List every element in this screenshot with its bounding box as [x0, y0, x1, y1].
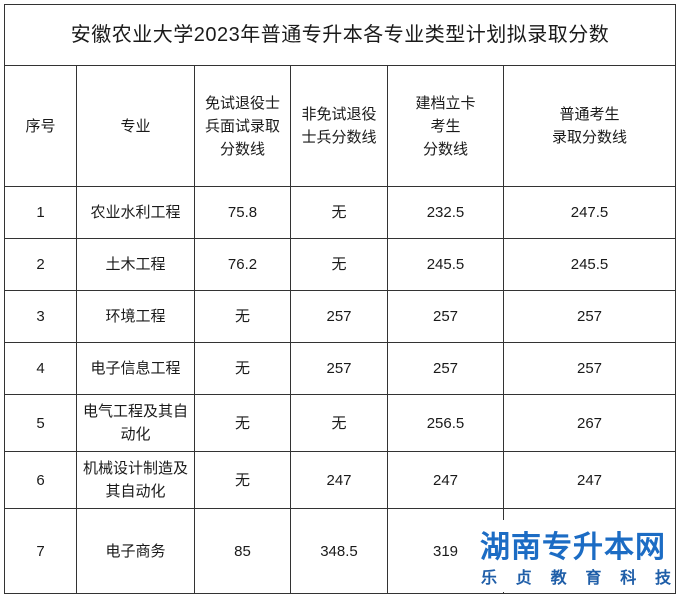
cell-seq: 2: [4, 238, 77, 291]
header-exempt-veteran: 免试退役士 兵面试录取 分数线: [194, 65, 291, 187]
header-nonexempt-line1: 非免试退役: [301, 106, 377, 123]
cell-nonexempt: 257: [290, 342, 388, 395]
watermark-char: 技: [654, 568, 671, 587]
cell-major: 机械设计制造及 其自动化: [76, 451, 195, 509]
watermark-subtitle: 乐 贞 教 育 科 技: [481, 564, 671, 588]
cell-seq: 3: [4, 290, 77, 343]
cell-exempt: 无: [194, 342, 291, 395]
cell-poverty: 256.5: [387, 394, 504, 452]
table-row: 2 土木工程 76.2 无 245.5 245.5: [4, 238, 677, 291]
header-poverty-line3: 分数线: [422, 140, 468, 158]
cell-major-line2: 其自动化: [105, 483, 166, 500]
header-general: 普通考生 录取分数线: [502, 65, 677, 187]
cell-poverty: 232.5: [387, 186, 504, 239]
cell-major-line1: 农业水利工程: [90, 204, 181, 221]
header-poverty-line2: 考生: [430, 117, 461, 135]
cell-major-line1: 土木工程: [105, 256, 166, 273]
watermark-char: 教: [550, 568, 567, 587]
score-table-container: 安徽农业大学2023年普通专升本各专业类型计划拟录取分数 序号 专业 免试退役士…: [3, 4, 677, 594]
cell-major: 环境工程: [76, 290, 195, 343]
watermark-char: 贞: [515, 568, 532, 587]
cell-exempt: 无: [194, 394, 291, 452]
cell-major: 电子信息工程: [76, 342, 195, 395]
cell-major: 电气工程及其自 动化: [76, 394, 195, 452]
table-row: 5 电气工程及其自 动化 无 无 256.5 267: [4, 394, 677, 452]
header-nonexempt-veteran: 非免试退役 士兵分数线: [290, 65, 388, 187]
cell-nonexempt: 无: [290, 394, 388, 452]
cell-poverty: 245.5: [387, 238, 504, 291]
table-row: 3 环境工程 无 257 257 257: [4, 290, 677, 343]
cell-major-line1: 机械设计制造及: [82, 460, 188, 477]
header-seq: 序号: [4, 65, 77, 187]
header-poverty-file: 建档立卡 考生 分数线: [387, 65, 504, 187]
cell-major-line1: 电气工程及其自: [82, 403, 188, 420]
table-row: 4 电子信息工程 无 257 257 257: [4, 342, 677, 395]
table-row: 6 机械设计制造及 其自动化 无 247 247 247: [4, 451, 677, 509]
cell-poverty: 257: [387, 342, 504, 395]
cell-seq: 5: [4, 394, 77, 452]
header-row: 序号 专业 免试退役士 兵面试录取 分数线 非免试退役 士兵分数线 建档立卡 考…: [4, 65, 677, 187]
watermark-char: 乐: [481, 568, 498, 587]
header-exempt-line3: 分数线: [219, 140, 265, 158]
watermark-title: 湖南专升本网: [480, 530, 666, 565]
cell-exempt: 75.8: [194, 186, 291, 239]
table-title: 安徽农业大学2023年普通专升本各专业类型计划拟录取分数: [3, 4, 677, 66]
cell-general: 247.5: [502, 186, 677, 239]
header-poverty-line1: 建档立卡: [415, 94, 476, 112]
header-nonexempt-line2: 士兵分数线: [301, 129, 377, 146]
cell-poverty: 247: [387, 451, 504, 509]
cell-exempt: 85: [194, 508, 291, 594]
cell-general: 247: [502, 451, 677, 509]
cell-nonexempt: 257: [290, 290, 388, 343]
cell-nonexempt: 348.5: [290, 508, 388, 594]
admission-score-table: 安徽农业大学2023年普通专升本各专业类型计划拟录取分数 序号 专业 免试退役士…: [3, 4, 677, 594]
cell-seq: 1: [4, 186, 77, 239]
cell-nonexempt: 无: [290, 186, 388, 239]
cell-general: 267: [502, 394, 677, 452]
cell-nonexempt: 247: [290, 451, 388, 509]
site-watermark: 湖南专升本网 乐 贞 教 育 科 技: [475, 520, 671, 592]
cell-seq: 7: [4, 508, 77, 594]
cell-major: 农业水利工程: [76, 186, 195, 239]
watermark-char: 科: [620, 568, 637, 587]
cell-major-line1: 环境工程: [105, 308, 166, 325]
table-row: 1 农业水利工程 75.8 无 232.5 247.5: [4, 186, 677, 239]
cell-general: 257: [502, 342, 677, 395]
cell-major: 电子商务: [76, 508, 195, 594]
cell-major-line2: 动化: [120, 426, 151, 443]
header-general-line2: 录取分数线: [552, 129, 628, 146]
cell-seq: 4: [4, 342, 77, 395]
cell-major-line1: 电子信息工程: [90, 360, 181, 377]
cell-nonexempt: 无: [290, 238, 388, 291]
header-major: 专业: [76, 65, 195, 187]
cell-exempt: 无: [194, 290, 291, 343]
cell-poverty: 257: [387, 290, 504, 343]
cell-exempt: 无: [194, 451, 291, 509]
watermark-char: 育: [585, 568, 602, 587]
header-exempt-line2: 兵面试录取: [204, 117, 280, 135]
cell-general: 257: [502, 290, 677, 343]
cell-exempt: 76.2: [194, 238, 291, 291]
cell-major-line1: 电子商务: [105, 542, 166, 560]
header-general-line1: 普通考生: [559, 106, 620, 123]
cell-seq: 6: [4, 451, 77, 509]
header-exempt-line1: 免试退役士: [204, 94, 280, 112]
cell-general: 245.5: [502, 238, 677, 291]
cell-major: 土木工程: [76, 238, 195, 291]
